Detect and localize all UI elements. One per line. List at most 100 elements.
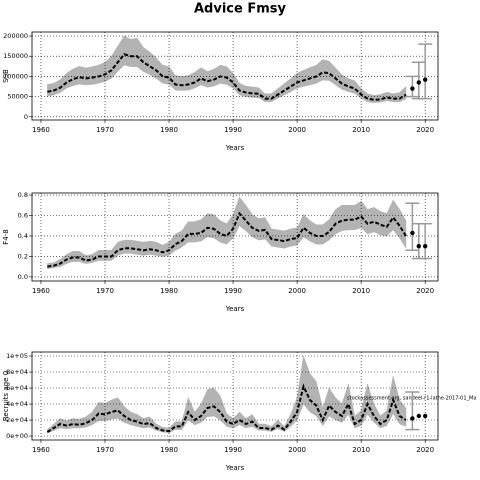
confidence-band: [136, 37, 144, 73]
confidence-band: [143, 46, 151, 76]
y-tick-label: 150000: [3, 52, 28, 60]
confidence-band: [98, 61, 106, 84]
confidence-band: [85, 254, 93, 264]
y-tick-label: 0.4: [18, 232, 28, 240]
x-tick-label: 2000: [288, 446, 306, 454]
confidence-band: [104, 250, 112, 261]
estimate-line: [47, 211, 407, 268]
confidence-band: [271, 228, 279, 248]
confidence-band: [245, 85, 253, 98]
confidence-band: [188, 397, 195, 426]
y-tick-label: 0.6: [18, 212, 28, 220]
x-axis-label: Years: [225, 305, 245, 313]
confidence-band: [258, 217, 266, 241]
x-tick-label: 1990: [224, 126, 242, 134]
confidence-band: [143, 240, 151, 256]
confidence-band: [79, 65, 87, 86]
estimate-line: [47, 53, 407, 101]
confidence-band: [188, 71, 195, 91]
confidence-band: [220, 64, 227, 85]
x-tick-label: 2010: [352, 287, 370, 295]
confidence-band: [284, 77, 291, 96]
confidence-band: [348, 78, 356, 94]
confidence-band: [220, 220, 227, 245]
x-tick-label: 2020: [416, 446, 434, 454]
confidence-band: [213, 64, 221, 87]
forecast-point: [416, 80, 421, 85]
forecast-point: [416, 413, 421, 419]
plot-frame: [31, 351, 439, 441]
confidence-band: [200, 67, 208, 88]
confidence-band: [367, 206, 375, 235]
y-tick-label: 1e+05: [6, 352, 28, 360]
confidence-band: [284, 228, 291, 249]
confidence-band: [354, 200, 362, 231]
x-tick-label: 1970: [96, 287, 114, 295]
confidence-band: [207, 213, 215, 239]
confidence-band: [149, 240, 157, 256]
confidence-band: [98, 250, 106, 261]
confidence-band: [188, 221, 195, 243]
x-tick-label: 1980: [160, 126, 178, 134]
confidence-band: [85, 411, 93, 428]
confidence-band: [341, 74, 349, 93]
confidence-band: [322, 59, 330, 81]
confidence-band: [79, 250, 87, 264]
y-tick-label: 8e+04: [6, 368, 28, 376]
confidence-band: [290, 227, 298, 247]
confidence-band: [277, 229, 285, 249]
confidence-band: [72, 65, 80, 87]
confidence-band: [309, 64, 317, 86]
x-tick-label: 1960: [32, 446, 50, 454]
confidence-band: [335, 396, 343, 423]
confidence-band: [399, 399, 407, 427]
confidence-band: [328, 60, 336, 86]
x-axis-label: Years: [225, 144, 245, 152]
x-tick-label: 1990: [224, 287, 242, 295]
y-tick-label: 2e+04: [6, 416, 28, 424]
confidence-band: [79, 416, 87, 429]
confidence-band: [136, 413, 144, 429]
confidence-band: [136, 240, 144, 256]
forecast-point: [410, 416, 415, 421]
confidence-band: [386, 200, 394, 237]
confidence-band: [258, 87, 266, 103]
confidence-band: [341, 383, 349, 424]
confidence-band: [143, 416, 151, 429]
confidence-band: [200, 389, 208, 423]
y-tick-label: 0.2: [18, 252, 28, 260]
confidence-band: [392, 92, 400, 103]
x-tick-label: 2020: [416, 126, 434, 134]
x-tick-label: 2000: [288, 287, 306, 295]
confidence-band: [380, 211, 388, 237]
confidence-band: [316, 58, 323, 84]
confidence-band: [168, 233, 176, 256]
confidence-band: [72, 418, 80, 429]
x-tick-label: 2010: [352, 446, 370, 454]
confidence-band: [341, 205, 349, 232]
plot-frame: [31, 31, 439, 121]
confidence-band: [309, 372, 317, 417]
y-tick-label: 0.8: [18, 191, 28, 199]
confidence-band: [104, 55, 112, 83]
confidence-band: [226, 413, 234, 429]
x-tick-label: 1970: [96, 126, 114, 134]
y-tick-label: 6e+04: [6, 384, 28, 392]
confidence-band: [181, 75, 189, 91]
confidence-band: [130, 37, 138, 67]
confidence-band: [117, 239, 125, 256]
y-tick-label: 0.0: [18, 273, 28, 281]
confidence-band: [245, 204, 253, 238]
confidence-band: [213, 387, 221, 421]
confidence-band: [335, 204, 343, 235]
confidence-band: [123, 239, 131, 254]
chart-title: Advice Fmsy: [194, 2, 287, 17]
x-tick-label: 1960: [32, 287, 50, 295]
x-tick-label: 1990: [224, 446, 242, 454]
confidence-band: [104, 399, 112, 422]
y-tick-label: 0: [24, 113, 28, 121]
confidence-band: [380, 409, 388, 429]
x-tick-label: 1980: [160, 287, 178, 295]
confidence-band: [194, 67, 202, 89]
x-tick-label: 1970: [96, 446, 114, 454]
